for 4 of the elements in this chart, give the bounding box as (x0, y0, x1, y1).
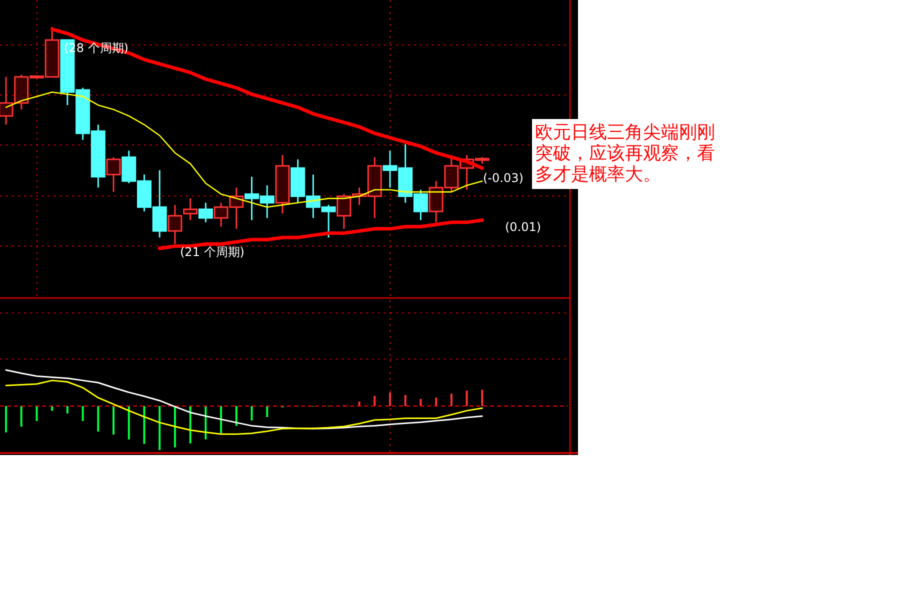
text: (0.01) (505, 220, 542, 234)
text: (21 个周期) (180, 245, 244, 259)
annotation: (-0.03) (483, 171, 524, 185)
text: 欧元日线三角尖端刚刚突破，应该再观察，看多才是概率大。 (535, 122, 715, 185)
